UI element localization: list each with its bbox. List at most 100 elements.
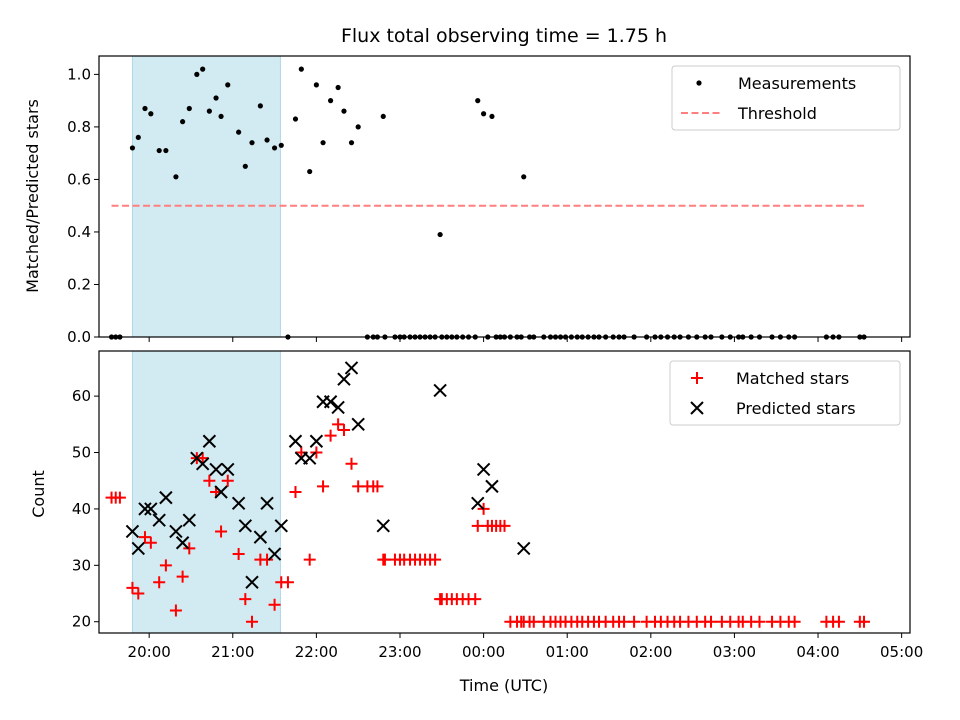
matched-point — [132, 587, 145, 600]
predicted-point — [221, 462, 235, 477]
measurement-point — [173, 174, 179, 180]
bottom-x-tick: 05:00 — [880, 633, 923, 661]
top-y-tick: 0.6 — [67, 170, 99, 188]
measurement-point — [186, 105, 192, 112]
matched-point — [337, 423, 350, 436]
chart-title: Flux total observing time = 1.75 h — [341, 25, 667, 47]
bottom-x-tick: 23:00 — [378, 633, 422, 661]
y-tick-label: 0.6 — [67, 170, 91, 188]
top-y-axis-label: Matched/Predicted stars — [23, 99, 42, 293]
measurement-point — [180, 119, 186, 125]
bottom-x-tick: 02:00 — [629, 633, 672, 661]
predicted-point — [288, 434, 303, 448]
matched-point — [345, 457, 358, 470]
predicted-point — [238, 519, 253, 533]
y-tick-label: 0.8 — [67, 118, 91, 136]
predicted-point — [131, 541, 146, 556]
legend-marker-plus — [691, 372, 703, 384]
measurement-point — [348, 140, 355, 146]
matched-point — [268, 598, 281, 611]
measurement-point — [313, 82, 319, 88]
x-axis-label: Time (UTC) — [459, 676, 548, 695]
bottom-series-plus — [105, 418, 871, 628]
measurement-point — [264, 137, 270, 143]
measurement-point — [475, 98, 481, 104]
measurement-point — [298, 66, 304, 72]
predicted-point — [209, 462, 223, 477]
top-legend: Measurements Threshold — [671, 65, 901, 131]
top-axes-frame — [98, 55, 911, 338]
matched-point — [705, 615, 718, 628]
predicted-point — [195, 457, 210, 471]
bottom-y-tick: 30 — [72, 556, 99, 574]
top-y-tick: 0.0 — [67, 328, 99, 346]
matched-point — [176, 570, 189, 583]
measurement-point — [148, 111, 154, 117]
matched-point — [858, 615, 871, 628]
predicted-point — [231, 496, 246, 510]
x-tick-label: 01:00 — [546, 643, 589, 661]
bottom-x-tick: 04:00 — [796, 633, 840, 661]
predicted-point — [337, 372, 351, 386]
legend-entry: Matched stars — [691, 369, 849, 388]
predicted-point — [159, 490, 173, 505]
measurement-point — [437, 231, 443, 238]
predicted-point — [182, 513, 197, 527]
matched-point — [126, 581, 139, 594]
matched-point — [153, 576, 166, 589]
x-tick-label: 05:00 — [880, 643, 923, 661]
matched-point — [498, 519, 511, 532]
measurement-point — [335, 84, 341, 91]
predicted-point — [309, 434, 324, 448]
matched-point — [371, 480, 384, 493]
matched-point — [289, 486, 302, 498]
measurement-point — [480, 111, 487, 117]
bottom-x-tick: 03:00 — [713, 633, 756, 661]
bottom-shaded-interval — [131, 350, 281, 634]
measurement-point — [225, 82, 231, 88]
matched-point — [753, 615, 766, 628]
x-tick-label: 00:00 — [462, 643, 505, 661]
measurement-point — [236, 129, 242, 135]
measurement-point — [521, 174, 527, 180]
bottom-y-tick: 20 — [72, 613, 99, 631]
measurement-point — [380, 113, 386, 120]
measurement-point — [307, 168, 313, 175]
predicted-point — [253, 530, 268, 544]
measurement-point — [206, 108, 212, 114]
measurement-point — [249, 140, 255, 146]
measurement-point — [271, 145, 278, 151]
measurement-point — [292, 116, 299, 122]
matched-point — [221, 474, 234, 487]
predicted-point — [433, 383, 447, 398]
matched-point — [324, 429, 337, 442]
x-tick-label: 03:00 — [713, 643, 756, 661]
bottom-x-tick: 21:00 — [211, 633, 254, 661]
bottom-y-tick: 50 — [72, 444, 99, 462]
measurement-point — [142, 105, 148, 112]
matched-point — [527, 615, 540, 628]
matched-point — [113, 491, 126, 504]
x-tick-label: 04:00 — [796, 643, 839, 661]
predicted-point — [138, 502, 152, 516]
matched-point — [169, 604, 182, 617]
matched-point — [281, 576, 294, 589]
y-tick-label: 0.4 — [67, 223, 91, 241]
predicted-point — [202, 434, 217, 448]
top-panel: 0.0 0.2 0.4 0.6 0.8 1.0 Measurements Threshold — [67, 55, 911, 346]
matched-point — [303, 553, 316, 566]
matched-point — [183, 542, 196, 555]
measurement-point — [156, 147, 162, 154]
x-tick-label: 23:00 — [378, 643, 421, 661]
measurement-point — [194, 71, 200, 77]
measurement-point — [489, 113, 495, 120]
bottom-x-tick: 22:00 — [295, 633, 338, 661]
matched-point — [332, 418, 345, 431]
legend-entry: Predicted stars — [690, 399, 856, 418]
x-tick-label: 21:00 — [211, 643, 254, 661]
matched-point — [788, 615, 801, 628]
bottom-y-tick: 60 — [72, 387, 99, 405]
legend-label: Threshold — [737, 104, 817, 123]
predicted-point — [169, 524, 183, 539]
bottom-y-tick: 40 — [72, 500, 99, 518]
